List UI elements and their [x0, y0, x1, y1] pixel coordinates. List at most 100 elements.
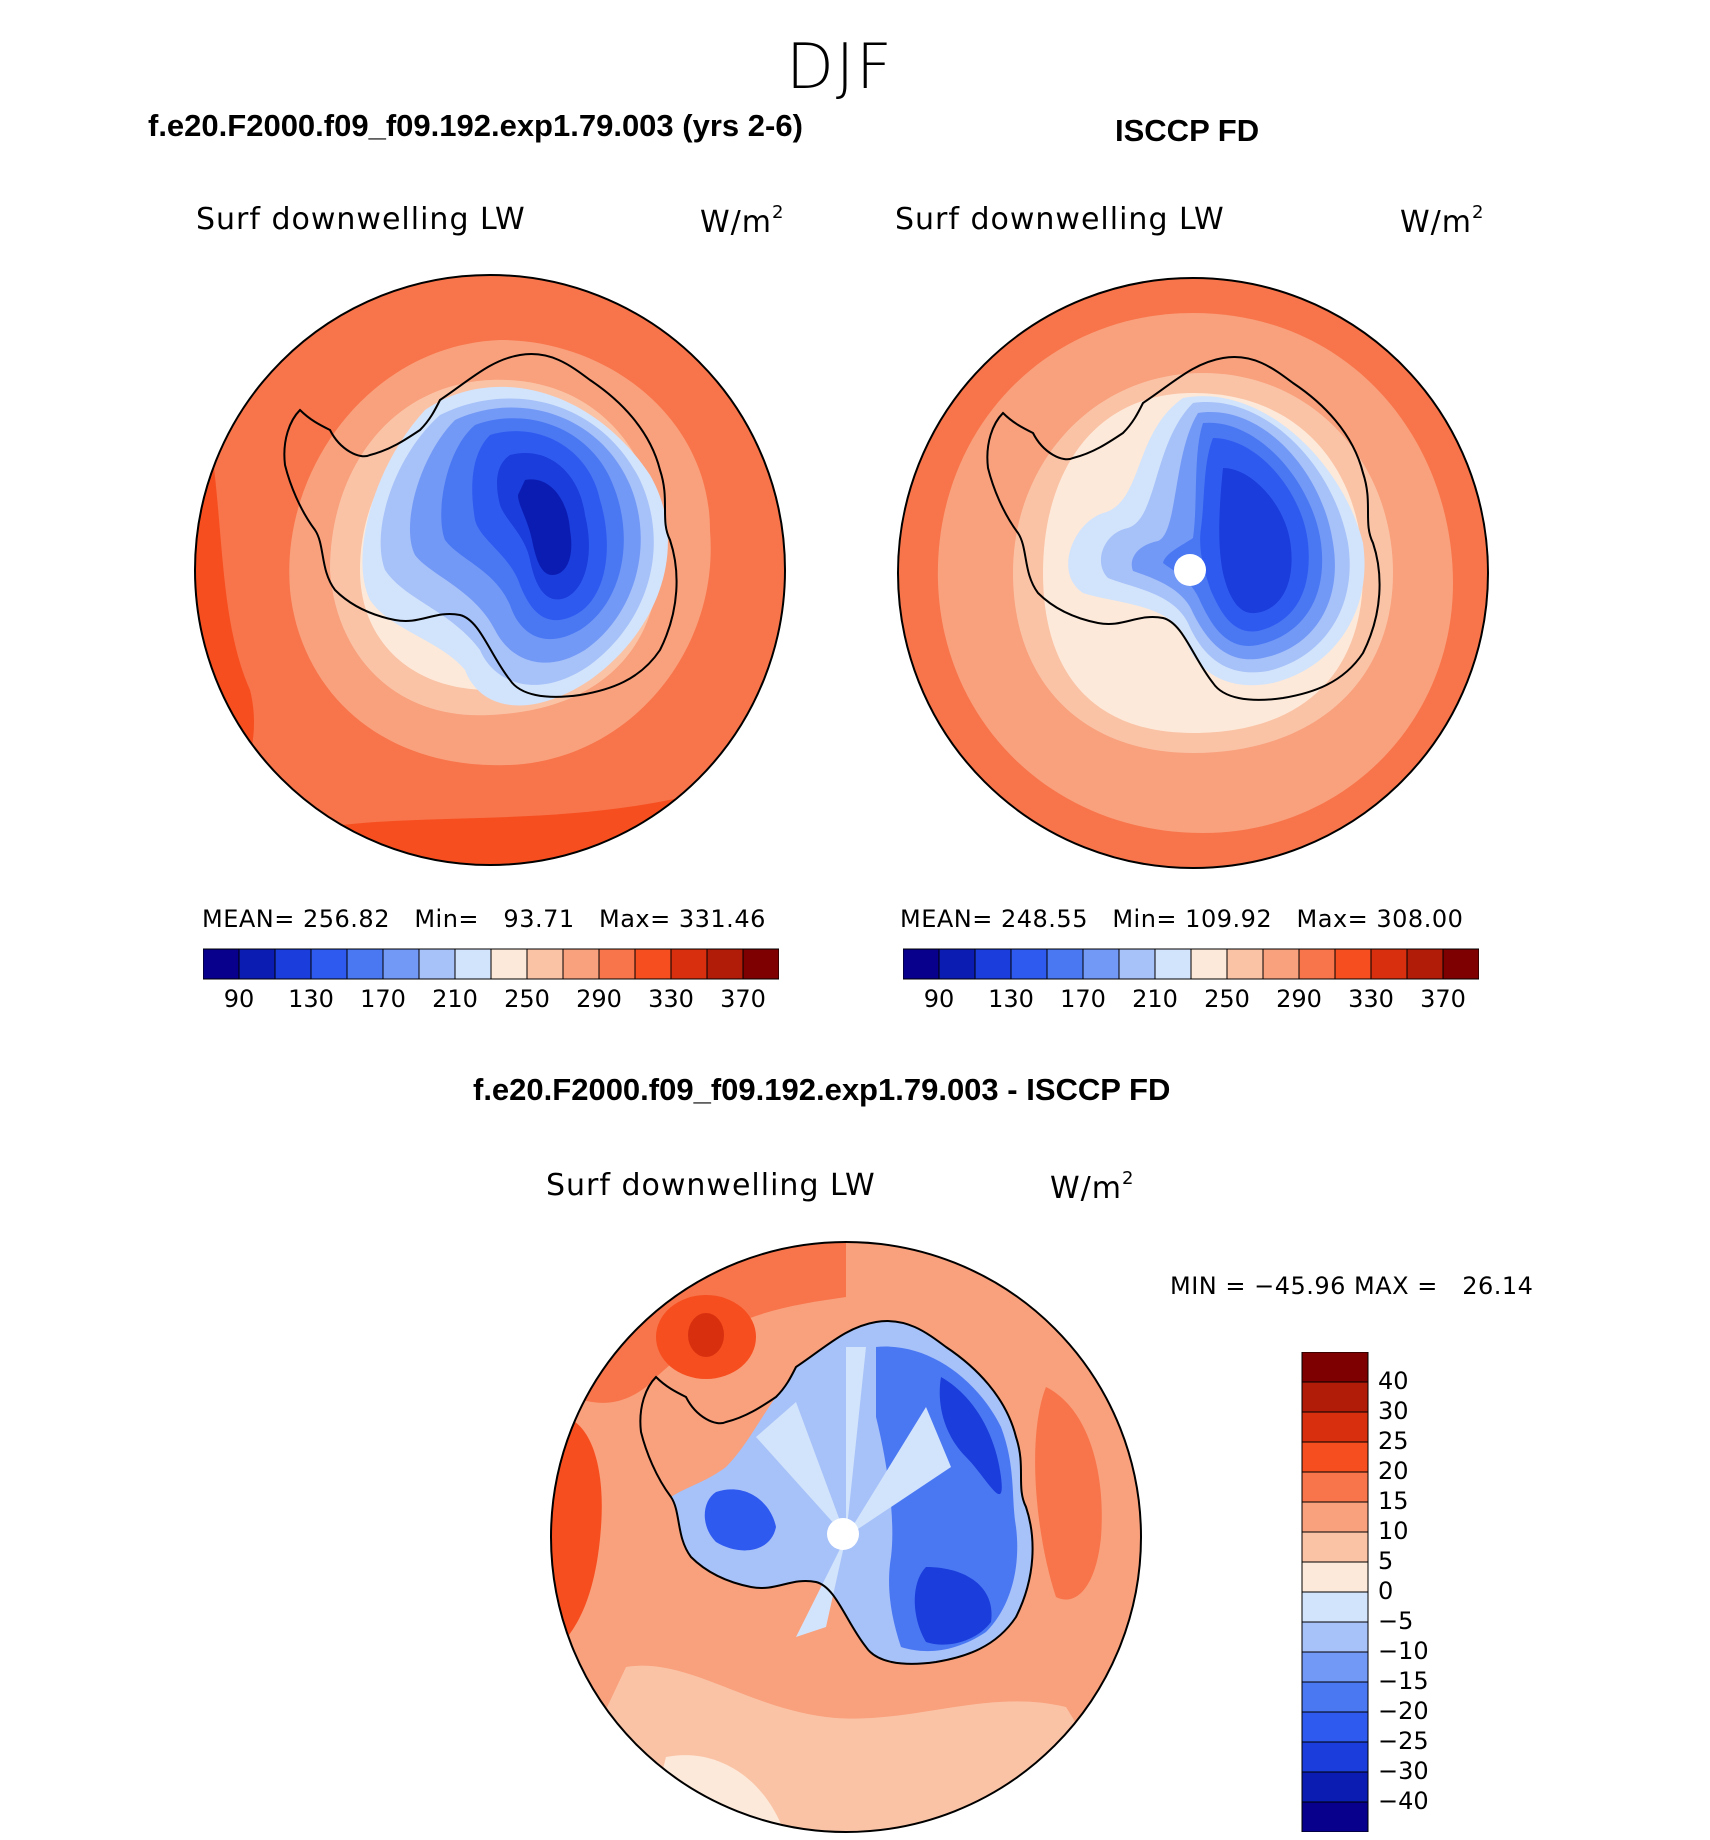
obs-colorbar-swatch [1442, 948, 1479, 980]
obs-colorbar-swatch [1010, 948, 1048, 980]
model-colorbar-tick-label: 290 [576, 985, 622, 1013]
diff-colorbar-tick-label: −5 [1378, 1607, 1414, 1635]
model-colorbar-swatch [634, 948, 672, 980]
model-colorbar-swatch [562, 948, 600, 980]
model-colorbar-swatch [346, 948, 384, 980]
obs-colorbar-swatch [1154, 948, 1192, 980]
model-antarctica-coastline [283, 353, 678, 698]
model-stats: MEAN= 256.82 Min= 93.71 Max= 331.46 [202, 905, 766, 933]
diff-colorbar-swatch [1301, 1411, 1369, 1443]
obs-colorbar-swatch [1334, 948, 1372, 980]
obs-antarctica-coastline [986, 356, 1381, 701]
diff-colorbar-swatch [1301, 1531, 1369, 1563]
model-colorbar-tick-label: 90 [223, 985, 255, 1013]
obs-stats: MEAN= 248.55 Min= 109.92 Max= 308.00 [900, 905, 1464, 933]
diff-antarctica-coastline [639, 1320, 1034, 1665]
diff-colorbar-tick-label: 40 [1378, 1367, 1409, 1395]
diff-colorbar-swatch [1301, 1621, 1369, 1653]
model-colorbar-swatch [706, 948, 744, 980]
diff-colorbar-tick-label: −20 [1378, 1697, 1429, 1725]
model-colorbar-swatch [598, 948, 636, 980]
obs-colorbar-swatch [1298, 948, 1336, 980]
obs-colorbar-swatch [903, 948, 940, 980]
obs-colorbar-tick-label: 90 [923, 985, 955, 1013]
diff-field-15-20-east [1035, 1387, 1102, 1600]
obs-map-border [897, 277, 1489, 869]
obs-colorbar-tick-label: 170 [1060, 985, 1106, 1013]
diff-colorbar-swatch [1301, 1801, 1369, 1832]
diff-colorbar-swatch [1301, 1681, 1369, 1713]
model-colorbar-swatch [670, 948, 708, 980]
obs-colorbar-tick-label: 250 [1204, 985, 1250, 1013]
model-colorbar-swatch [454, 948, 492, 980]
obs-variable-label: Surf downwelling LW [895, 202, 1225, 237]
diff-colorbar-swatch [1301, 1441, 1369, 1473]
diff-colorbar-swatch [1301, 1771, 1369, 1803]
diff-field-radial-streaks [756, 1347, 951, 1637]
model-colorbar-swatch [238, 948, 276, 980]
diff-colorbar-swatch [1301, 1741, 1369, 1773]
model-map-border [194, 274, 786, 866]
diff-missing-data-pole [827, 1518, 859, 1550]
model-colorbar-tick-label: 210 [432, 985, 478, 1013]
model-colorbar-swatch [490, 948, 528, 980]
model-polar-map [194, 274, 786, 866]
model-colorbar-tick-label: 130 [288, 985, 334, 1013]
diff-map-border [550, 1241, 1142, 1833]
obs-colorbar-tick-label: 370 [1420, 985, 1466, 1013]
diff-variable-label: Surf downwelling LW [546, 1168, 876, 1203]
diff-colorbar-tick-label: −15 [1378, 1667, 1429, 1695]
diff-colorbar-tick-label: 0 [1378, 1577, 1394, 1605]
model-colorbar-swatch [274, 948, 312, 980]
model-colorbar-swatch [310, 948, 348, 980]
season-title: DJF [786, 30, 894, 103]
diff-units-label: W/m2 [1050, 1168, 1135, 1206]
model-colorbar-tick-label: 330 [648, 985, 694, 1013]
obs-colorbar-swatch [938, 948, 976, 980]
diff-field-25-30-blob [688, 1313, 724, 1357]
model-colorbar-swatch [382, 948, 420, 980]
obs-colorbar-swatch [1190, 948, 1228, 980]
model-colorbar [203, 948, 779, 980]
obs-panel-title: ISCCP FD [1115, 113, 1260, 148]
obs-units-label: W/m2 [1400, 202, 1485, 240]
obs-polar-map [897, 277, 1489, 869]
model-colorbar-swatch [526, 948, 564, 980]
obs-colorbar-swatch [1118, 948, 1156, 980]
model-colorbar-tick-label: 170 [360, 985, 406, 1013]
obs-colorbar [903, 948, 1479, 980]
diff-stats: MIN = −45.96 MAX = 26.14 [1170, 1272, 1534, 1300]
obs-colorbar-tick-label: 210 [1132, 985, 1178, 1013]
diff-colorbar-ticks: 40 30 25 20 15 10 5 0 −5 −10 −15 −20 −25 −30 −40 [1378, 1352, 1488, 1832]
diff-colorbar-swatch [1301, 1501, 1369, 1533]
obs-colorbar-swatch [1046, 948, 1084, 980]
obs-colorbar-tick-label: 130 [988, 985, 1034, 1013]
model-units-label: W/m2 [700, 202, 785, 240]
diff-colorbar-swatch [1301, 1711, 1369, 1743]
diff-colorbar-tick-label: −25 [1378, 1727, 1429, 1755]
obs-colorbar-swatch [974, 948, 1012, 980]
obs-colorbar-tick-label: 290 [1276, 985, 1322, 1013]
diff-colorbar-swatch [1301, 1561, 1369, 1593]
diff-colorbar-tick-label: 5 [1378, 1547, 1394, 1575]
diff-colorbar-tick-label: −10 [1378, 1637, 1429, 1665]
model-colorbar-swatch [742, 948, 779, 980]
diff-field-minus25-minus20-west [704, 1489, 776, 1551]
obs-colorbar-ticks: 90 130 170 210 250 290 330 370 [903, 985, 1479, 1017]
model-panel-title: f.e20.F2000.f09_f09.192.exp1.79.003 (yrs… [148, 108, 803, 143]
diff-colorbar-swatch [1301, 1352, 1369, 1383]
model-colorbar-swatch [203, 948, 240, 980]
diff-colorbar-tick-label: −40 [1378, 1787, 1429, 1815]
model-variable-label: Surf downwelling LW [196, 202, 526, 237]
obs-colorbar-swatch [1262, 948, 1300, 980]
diff-colorbar-tick-label: 15 [1378, 1487, 1409, 1515]
obs-colorbar-swatch [1370, 948, 1408, 980]
model-colorbar-tick-label: 250 [504, 985, 550, 1013]
obs-colorbar-swatch [1226, 948, 1264, 980]
model-colorbar-swatch [418, 948, 456, 980]
model-colorbar-ticks: 90 130 170 210 250 290 330 370 [203, 985, 779, 1017]
obs-colorbar-swatch [1082, 948, 1120, 980]
diff-colorbar-tick-label: −30 [1378, 1757, 1429, 1785]
obs-field-110-130 [1219, 468, 1292, 614]
diff-colorbar-tick-label: 10 [1378, 1517, 1409, 1545]
